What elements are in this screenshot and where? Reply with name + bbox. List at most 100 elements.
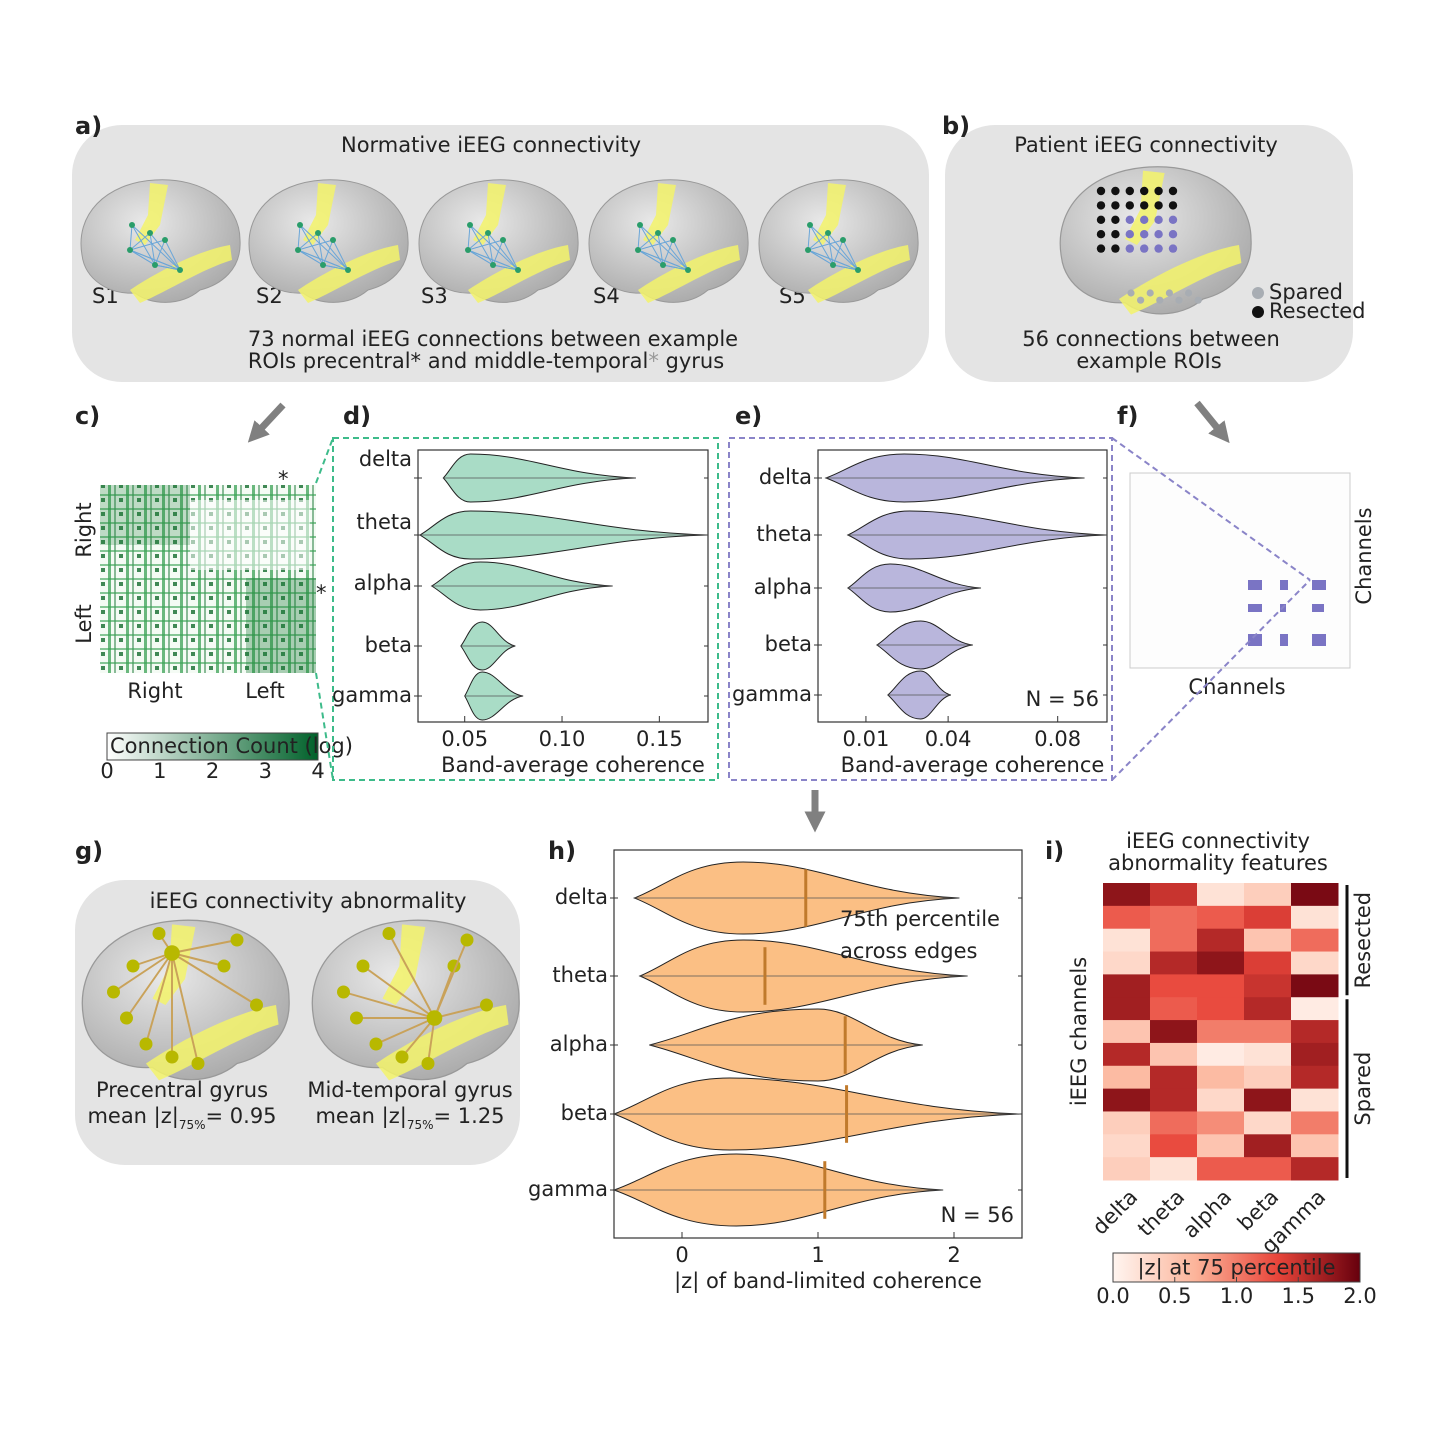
connection (807, 232, 829, 251)
electrode (230, 933, 244, 947)
heat-cell (1150, 974, 1198, 998)
electrode (127, 247, 133, 253)
electrode (1125, 230, 1134, 239)
panel-label: i) (1045, 837, 1064, 865)
panel-label: a) (75, 112, 102, 140)
electrode (1140, 215, 1149, 224)
x-tick-label: 1 (811, 1243, 824, 1267)
brain-region (376, 1005, 509, 1081)
connection (112, 952, 173, 993)
connection (171, 952, 199, 1064)
connection (297, 239, 334, 251)
electrode (1111, 201, 1120, 210)
electrode (152, 262, 158, 268)
heat-cell (1150, 1065, 1198, 1090)
category-label: gamma (332, 683, 412, 707)
stat-value: = 1.25 (434, 1104, 505, 1128)
panel-label: e) (735, 402, 762, 430)
brain-name: Precentral gyrus (96, 1078, 268, 1102)
connection (637, 239, 674, 251)
heat-cell (1150, 1020, 1198, 1044)
electrode (1096, 244, 1106, 253)
heat-cell (1291, 1020, 1339, 1044)
heat-cell (1103, 1134, 1151, 1158)
axis-label: Left (72, 604, 96, 644)
connection (467, 239, 504, 251)
category-label: beta (365, 633, 412, 657)
heat-cell (1197, 1134, 1245, 1158)
category-label: delta (759, 465, 812, 489)
connection (637, 249, 689, 271)
electrode (655, 230, 661, 236)
colorbar-tick-label: 2.0 (1343, 1284, 1376, 1308)
caption-part: gyrus (659, 349, 724, 373)
connection (827, 232, 859, 271)
connection (639, 224, 689, 271)
brain-region (468, 245, 570, 303)
x-axis-label: |z| of band-limited coherence (674, 1269, 982, 1294)
electrode (147, 230, 153, 236)
connection (637, 224, 641, 251)
electrode (500, 237, 506, 243)
electrode (825, 230, 831, 236)
electrode (1096, 230, 1106, 239)
category-label: beta (765, 632, 812, 656)
heat-cell (1103, 997, 1151, 1021)
electrode (295, 247, 301, 253)
x-tick-label: 0.01 (843, 727, 890, 751)
electrode (660, 262, 666, 268)
electrode (1111, 230, 1120, 239)
heat-cell (1244, 951, 1292, 975)
heat-cell (1244, 1042, 1292, 1067)
chart-title: iEEG connectivity (1126, 829, 1310, 853)
electrode (250, 998, 263, 1012)
electrode (177, 267, 183, 273)
electrode (421, 1057, 435, 1070)
connection (487, 232, 519, 271)
heat-cell (1103, 1020, 1151, 1044)
panel-label: h) (548, 837, 576, 865)
heat-cell (1244, 1088, 1292, 1112)
electrode (1168, 244, 1178, 253)
x-tick-label: alpha (1178, 1185, 1236, 1243)
heat-cell (1197, 928, 1245, 953)
connection (672, 239, 689, 271)
heat-cell (1197, 1111, 1245, 1135)
panel-label: d) (343, 402, 371, 430)
electrode (330, 237, 336, 243)
stat: mean |z| (87, 1104, 178, 1129)
axis-label: Left (245, 679, 285, 703)
group-label: Spared (1351, 1052, 1375, 1126)
heat-cell (1150, 951, 1198, 975)
annotation: N = 56 (1026, 687, 1099, 711)
connection (657, 232, 689, 271)
heat-cell (1291, 1111, 1339, 1135)
brain (311, 919, 520, 1081)
connection (388, 933, 436, 1019)
electrode (162, 237, 168, 243)
colorbar-tick-label: 0 (100, 759, 113, 783)
electrode (297, 222, 303, 228)
connection (809, 224, 859, 271)
connection (125, 952, 173, 1019)
category-label: theta (552, 963, 608, 987)
connection (467, 232, 489, 251)
electrode (1127, 289, 1135, 297)
legend-label: Resected (1269, 299, 1365, 323)
connection (467, 249, 519, 271)
panel-title: Normative iEEG connectivity (341, 133, 641, 157)
brain (80, 179, 241, 303)
electrode (1125, 201, 1134, 210)
stat-sub: 75% (179, 1118, 206, 1132)
x-tick-label: 0.05 (441, 727, 488, 751)
heat-cell (1244, 997, 1292, 1021)
zoom-lines (315, 437, 1311, 781)
colorbar-tick-label: 4 (311, 759, 324, 783)
x-tick-label: theta (1133, 1185, 1189, 1241)
colorbar-tick-label: 1.0 (1220, 1284, 1253, 1308)
connection (297, 249, 324, 266)
electrode (1125, 244, 1134, 253)
x-tick-label: 2 (947, 1243, 960, 1267)
caption-marker: * (648, 349, 659, 373)
brain-region (135, 183, 168, 245)
